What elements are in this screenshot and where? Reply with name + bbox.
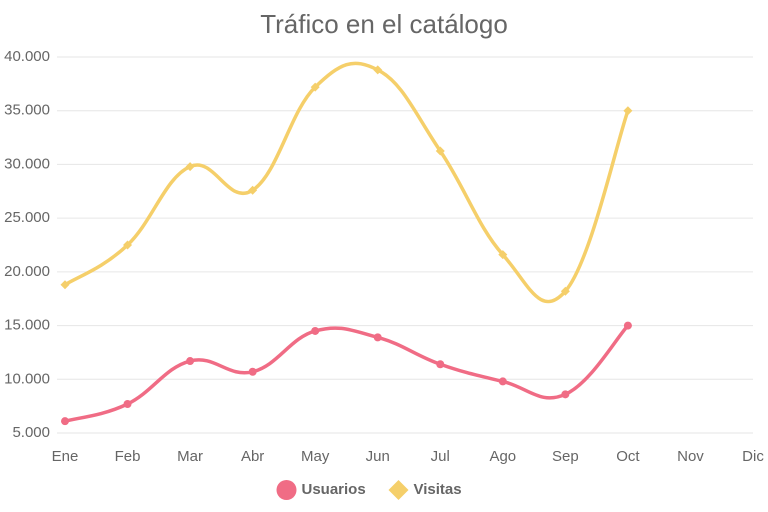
point <box>435 146 445 156</box>
x-tick-label: Nov <box>677 448 704 465</box>
legend-marker <box>388 480 409 500</box>
point <box>61 417 69 426</box>
point <box>248 367 257 376</box>
x-tick-label: Abr <box>241 448 264 465</box>
x-tick-label: Oct <box>616 448 640 465</box>
x-tick-label: Mar <box>177 448 203 465</box>
y-tick-label: 35.000 <box>4 102 50 119</box>
legend-marker <box>276 480 297 500</box>
point <box>498 377 507 386</box>
y-tick-label: 30.000 <box>4 155 50 172</box>
legend-label: Usuarios <box>302 481 366 498</box>
point <box>560 286 570 296</box>
chart-title: Tráfico en el catálogo <box>260 9 508 39</box>
y-tick-label: 10.000 <box>4 370 50 387</box>
x-tick-label: Ene <box>52 448 79 465</box>
point <box>623 106 633 116</box>
y-tick-label: 5.000 <box>12 424 50 441</box>
point <box>185 162 195 172</box>
x-tick-label: Jul <box>431 448 450 465</box>
series-line <box>64 324 630 423</box>
x-tick-label: Dic <box>742 448 764 465</box>
x-tick-label: Feb <box>115 448 141 465</box>
point <box>123 240 133 250</box>
point <box>623 321 632 330</box>
point <box>373 333 382 342</box>
x-tick-label: Ago <box>489 448 516 465</box>
point <box>123 399 132 408</box>
x-tick-label: May <box>301 448 330 465</box>
legend-label: Visitas <box>414 481 462 498</box>
y-tick-label: 20.000 <box>4 263 50 280</box>
series-line <box>64 61 630 304</box>
x-tick-label: Jun <box>366 448 390 465</box>
y-tick-label: 15.000 <box>4 317 50 334</box>
point <box>561 390 570 399</box>
y-tick-label: 25.000 <box>4 209 50 226</box>
point <box>373 65 383 75</box>
point <box>248 185 258 195</box>
y-tick-label: 40.000 <box>4 48 50 65</box>
point <box>498 250 508 260</box>
x-tick-label: Sep <box>552 448 579 465</box>
point <box>60 280 70 290</box>
point <box>186 357 195 366</box>
point <box>310 82 320 92</box>
point <box>311 326 320 335</box>
point <box>436 360 445 369</box>
